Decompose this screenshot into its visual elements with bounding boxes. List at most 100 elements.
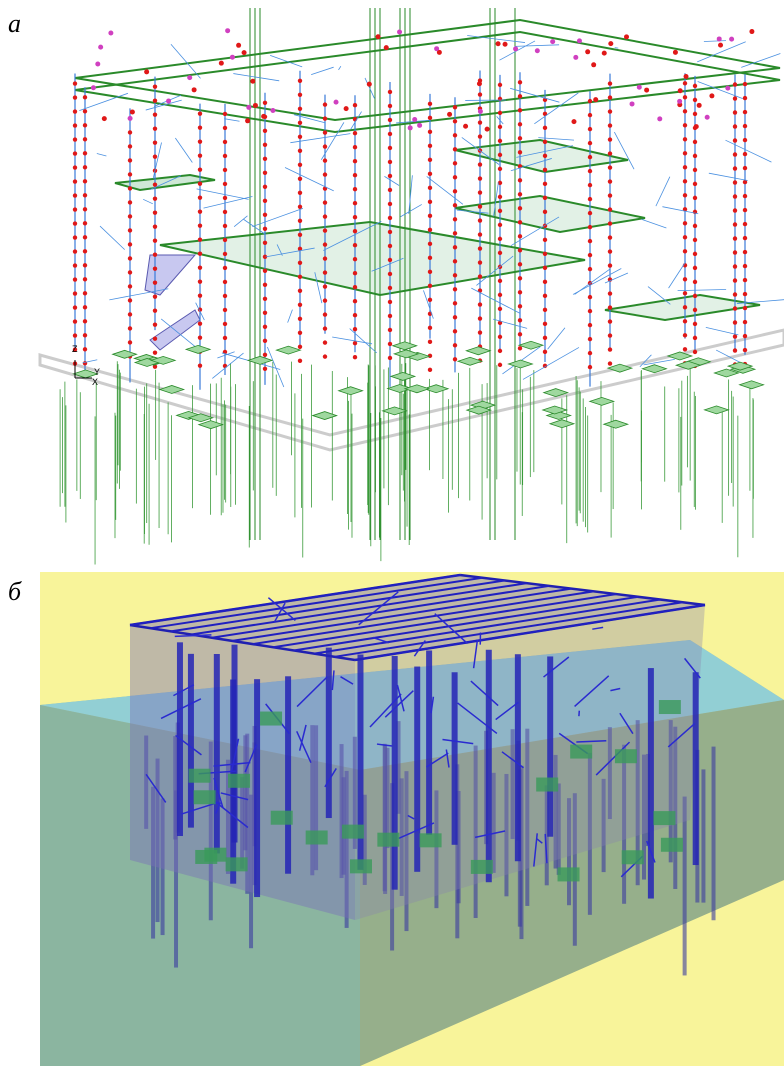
node	[83, 221, 87, 225]
node	[608, 291, 612, 295]
node	[608, 179, 612, 183]
node	[388, 188, 392, 192]
node	[693, 224, 697, 228]
node	[733, 222, 737, 226]
node	[498, 349, 502, 353]
node	[717, 36, 722, 41]
node	[733, 334, 737, 338]
node	[128, 340, 132, 344]
node	[518, 276, 522, 280]
footing	[350, 859, 372, 873]
node	[693, 294, 697, 298]
node	[298, 303, 302, 307]
axis-label: X	[92, 377, 98, 387]
node	[83, 207, 87, 211]
column	[326, 648, 332, 818]
node	[83, 277, 87, 281]
node	[73, 277, 77, 281]
node	[684, 74, 689, 79]
node	[384, 45, 389, 50]
node	[733, 138, 737, 142]
node	[743, 96, 747, 100]
node	[246, 105, 251, 110]
node	[198, 293, 202, 297]
node	[353, 313, 357, 317]
node	[733, 110, 737, 114]
node	[128, 116, 133, 121]
node	[693, 308, 697, 312]
node	[543, 350, 547, 354]
node	[453, 147, 457, 151]
node	[298, 135, 302, 139]
node	[236, 43, 241, 48]
node	[223, 140, 227, 144]
node	[693, 350, 697, 354]
node	[683, 179, 687, 183]
node	[428, 200, 432, 204]
node	[83, 179, 87, 183]
node	[498, 251, 502, 255]
node	[428, 172, 432, 176]
node	[128, 144, 132, 148]
node	[697, 103, 702, 108]
node	[608, 81, 612, 85]
node	[263, 227, 267, 231]
node	[608, 305, 612, 309]
footing	[661, 838, 683, 852]
node	[453, 161, 457, 165]
node	[518, 80, 522, 84]
node	[128, 130, 132, 134]
node	[673, 50, 678, 55]
node	[513, 46, 518, 51]
node	[73, 81, 77, 85]
node	[334, 100, 339, 105]
node	[498, 279, 502, 283]
node	[223, 238, 227, 242]
node	[637, 85, 642, 90]
node	[223, 336, 227, 340]
node	[518, 346, 522, 350]
node	[644, 88, 649, 93]
node	[608, 41, 613, 46]
node	[242, 50, 247, 55]
node	[128, 326, 132, 330]
node	[498, 307, 502, 311]
node	[263, 283, 267, 287]
node	[263, 241, 267, 245]
node	[608, 263, 612, 267]
node	[705, 115, 710, 120]
node	[453, 133, 457, 137]
pile	[712, 747, 716, 921]
node	[223, 112, 227, 116]
node	[588, 183, 592, 187]
node	[608, 207, 612, 211]
node	[693, 154, 697, 158]
node	[518, 108, 522, 112]
node	[83, 95, 87, 99]
node	[323, 214, 327, 218]
figure: Z Y X а б	[0, 0, 784, 1066]
node	[130, 110, 135, 115]
node	[223, 210, 227, 214]
node	[253, 103, 258, 108]
node	[588, 295, 592, 299]
node	[608, 235, 612, 239]
node	[353, 355, 357, 359]
node	[198, 251, 202, 255]
node	[323, 228, 327, 232]
node	[478, 190, 482, 194]
node	[543, 140, 547, 144]
node	[388, 118, 392, 122]
axis-label: Z	[72, 344, 78, 354]
node	[588, 323, 592, 327]
node	[543, 294, 547, 298]
node	[543, 308, 547, 312]
node	[428, 284, 432, 288]
node	[498, 363, 502, 367]
node	[428, 228, 432, 232]
node	[153, 252, 157, 256]
node	[743, 278, 747, 282]
node	[263, 339, 267, 343]
node	[323, 270, 327, 274]
node	[478, 204, 482, 208]
